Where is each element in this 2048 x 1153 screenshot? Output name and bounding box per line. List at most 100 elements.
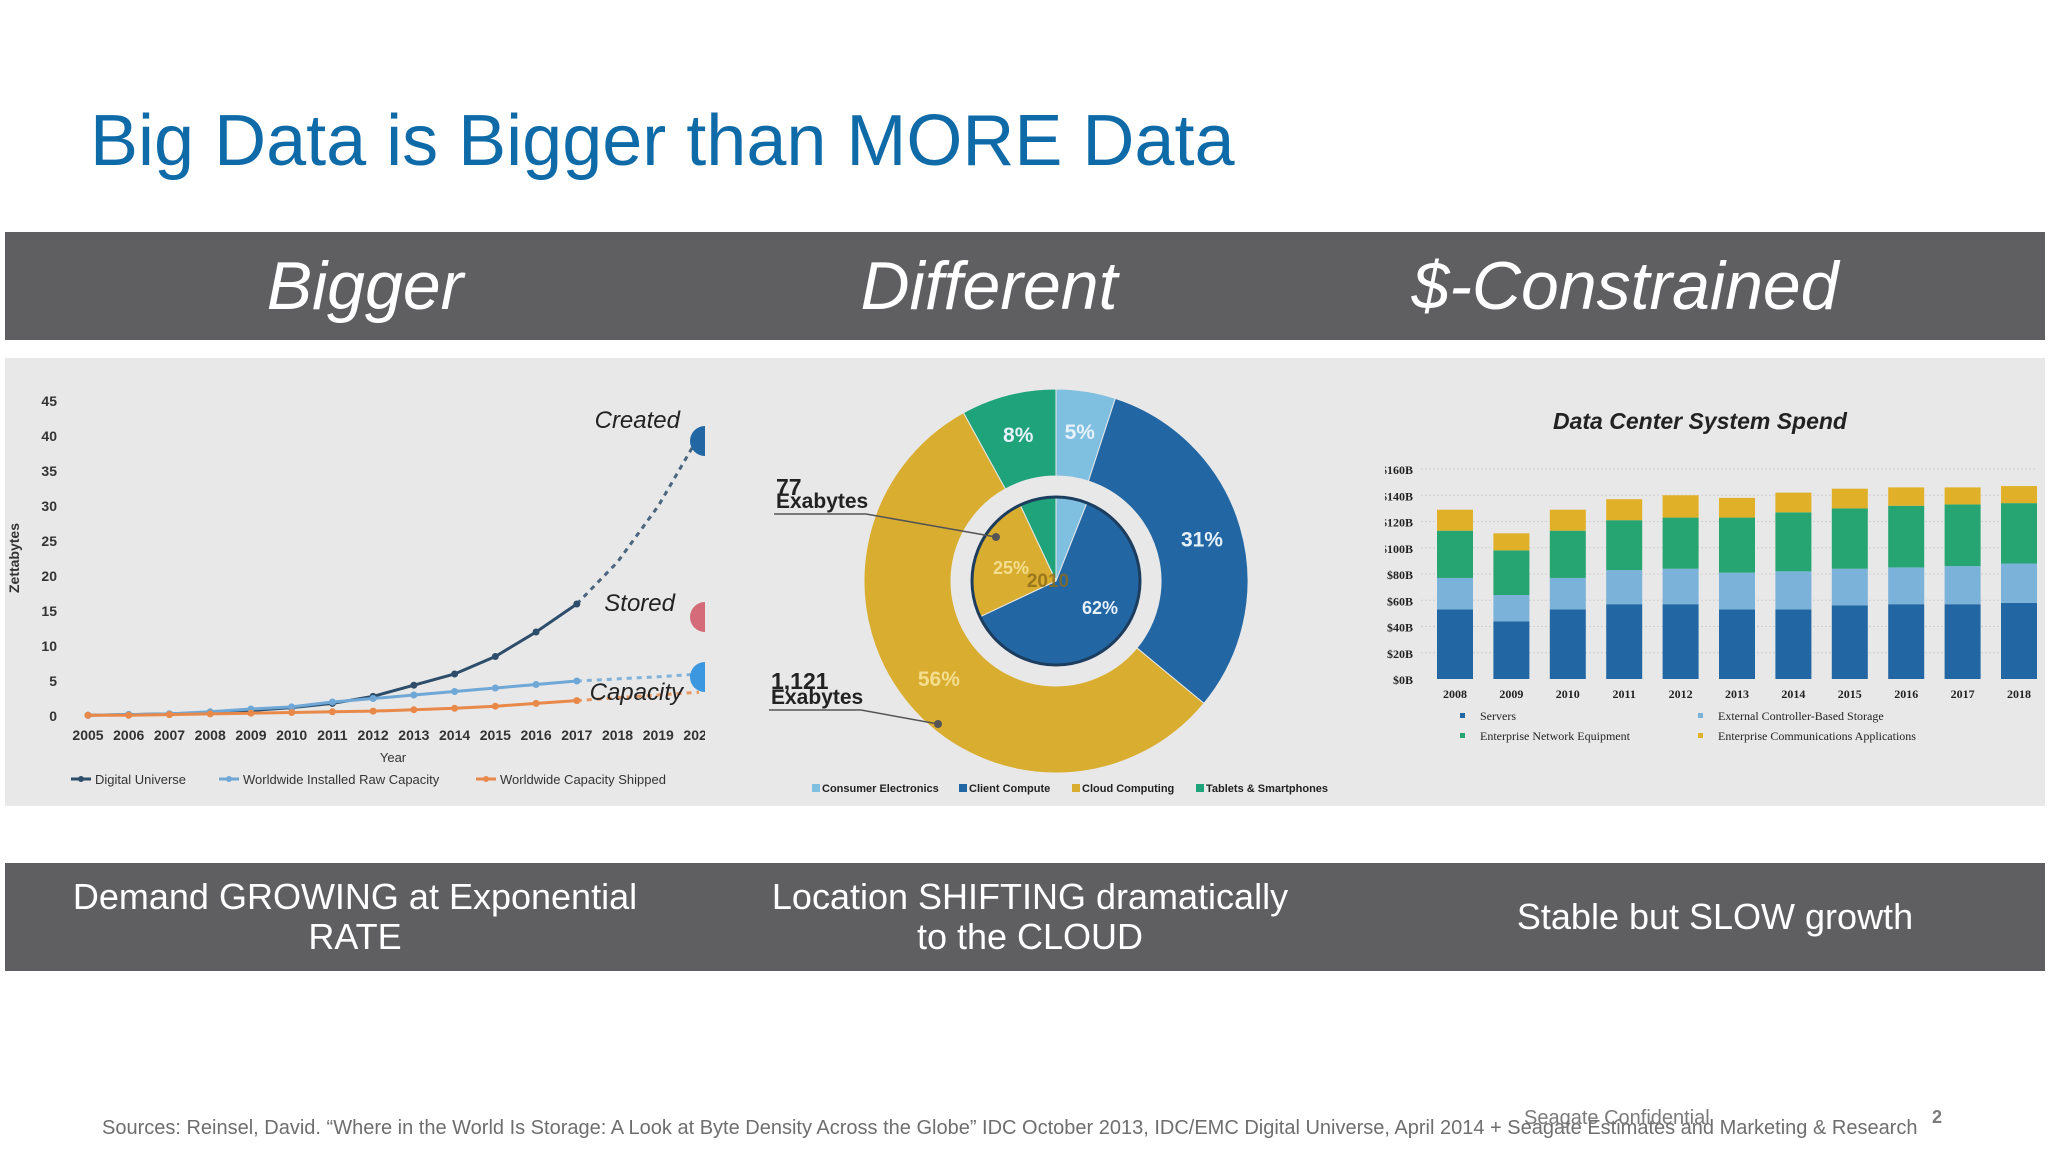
- annotation-label: Capacity: [590, 679, 685, 706]
- bar-segment: [1944, 604, 1981, 679]
- x-tick-label: 2011: [1613, 687, 1636, 701]
- legend-label: Digital Universe: [95, 772, 186, 787]
- section-different: Different: [860, 248, 1118, 324]
- bar-segment: [1437, 509, 1473, 531]
- legend-swatch: [1460, 713, 1465, 718]
- bar-segment: [1549, 530, 1586, 578]
- data-point: [410, 681, 418, 689]
- digital-universe-chart: 0 5 10 15 20 25 30 35 40 45 2005 2006 2007 2008 2009 20…: [6, 393, 705, 787]
- legend-swatch: [1460, 733, 1465, 738]
- x-tick-label: 2010: [1556, 687, 1580, 701]
- legend-swatch: [1196, 784, 1204, 792]
- data-point: [451, 688, 459, 695]
- storage-location-chart: 5%31%56%8%62%25%201077Exabytes1,121Exaby…: [769, 388, 1328, 795]
- x-tick-label: 2006: [113, 727, 144, 743]
- outer-slice: [1087, 397, 1249, 705]
- bar-segment: [1888, 487, 1925, 506]
- y-tick-label: 35: [41, 463, 57, 479]
- series-projection-line: [576, 690, 700, 703]
- legend-marker: [78, 776, 84, 782]
- legend-swatch: [959, 784, 967, 792]
- chart-title: Data Center System Spend: [1553, 408, 1848, 434]
- section-bigger: Bigger: [266, 248, 464, 324]
- series-projection-line: [576, 672, 700, 683]
- bar-segment: [1944, 566, 1981, 605]
- bar-segment: [1493, 595, 1530, 622]
- data-point: [573, 677, 581, 685]
- x-tick-label: 2005: [72, 727, 103, 743]
- bar-segment: [1606, 499, 1643, 521]
- chart-panel: 0 5 10 15 20 25 30 35 40 45 2005 2006 2007 2008 2009 20…: [5, 358, 2045, 806]
- x-tick-label: 2011: [317, 727, 348, 743]
- data-point: [125, 711, 133, 719]
- outer-slice: [863, 412, 1205, 774]
- takeaway-band: Demand GROWING at Exponential RATE Locat…: [5, 863, 2045, 971]
- y-axis-label: Zettabytes: [6, 523, 22, 593]
- data-point: [451, 704, 459, 712]
- legend-swatch: [1698, 733, 1703, 738]
- legend-label: Consumer Electronics: [822, 783, 939, 795]
- data-point: [84, 711, 92, 719]
- y-tick-label: 25: [41, 533, 57, 549]
- legend-label: Enterprise Communications Applications: [1718, 729, 1916, 743]
- inner-pie-outline: [970, 495, 1142, 667]
- x-tick-label: 2013: [1725, 687, 1749, 701]
- data-point: [451, 670, 459, 678]
- data-point: [288, 703, 296, 711]
- legend-label: Cloud Computing: [1082, 783, 1174, 795]
- bar-segment: [1775, 571, 1812, 610]
- bar-segment: [1662, 495, 1699, 518]
- takeaway-different: Location SHIFTING dramatically to the CL…: [771, 876, 1289, 957]
- y-tick-label: $120B: [1385, 516, 1413, 530]
- inner-slice-label: 62%: [1082, 598, 1118, 618]
- bar-segment: [1719, 609, 1755, 679]
- y-tick-label: $100B: [1385, 542, 1413, 556]
- bar-segment: [1662, 517, 1699, 569]
- data-point: [247, 709, 255, 717]
- bar-segment: [1719, 497, 1755, 518]
- series-projection-line: [575, 435, 701, 606]
- bar-segment: [1493, 533, 1530, 551]
- data-point: [573, 600, 581, 608]
- legend-label: Worldwide Capacity Shipped: [500, 772, 666, 787]
- data-point: [206, 710, 214, 718]
- y-tick-label: 40: [41, 428, 57, 444]
- data-point: [532, 699, 540, 707]
- data-point: [369, 695, 377, 702]
- x-tick-label: 2008: [195, 727, 226, 743]
- y-tick-label: 10: [41, 638, 57, 654]
- x-tick-label: 2009: [1499, 687, 1523, 701]
- callout-dot: [690, 602, 705, 632]
- data-point: [491, 684, 499, 692]
- y-tick-label: $160B: [1385, 463, 1413, 477]
- bar-segment: [1606, 604, 1643, 679]
- legend-label: Tablets & Smartphones: [1206, 783, 1328, 795]
- annotation-label: Created: [595, 407, 681, 434]
- x-tick-label: 2012: [1669, 687, 1693, 701]
- confidential-label: Seagate Confidential: [1524, 1107, 1710, 1129]
- x-tick-label: 2009: [235, 727, 266, 743]
- legend-swatch: [1072, 784, 1080, 792]
- bar-segment: [1888, 567, 1925, 605]
- legend-label: Worldwide Installed Raw Capacity: [243, 772, 440, 787]
- bar-segment: [1831, 605, 1868, 679]
- bar-segment: [1493, 550, 1530, 595]
- y-tick-label: $140B: [1385, 489, 1413, 503]
- y-tick-label: 45: [41, 393, 57, 409]
- section-constrained: $-Constrained: [1411, 248, 1839, 324]
- takeaway-constrained: Stable but SLOW growth: [1516, 896, 1914, 937]
- data-point: [328, 708, 336, 716]
- bar-segment: [1606, 570, 1643, 605]
- data-point: [532, 681, 540, 688]
- total-unit: Exabytes: [776, 490, 868, 513]
- legend-swatch: [812, 784, 820, 792]
- data-point: [491, 702, 499, 710]
- page-title: Big Data is Bigger than MORE Data: [90, 101, 1235, 181]
- bar-segment: [1549, 609, 1586, 679]
- x-tick-label: 2019: [643, 727, 674, 743]
- y-tick-label: $80B: [1387, 568, 1413, 582]
- annotation-label: Stored: [604, 590, 675, 617]
- x-tick-label: 2015: [480, 727, 511, 743]
- bar-segment: [1831, 568, 1868, 606]
- bar-segment: [2001, 563, 2037, 603]
